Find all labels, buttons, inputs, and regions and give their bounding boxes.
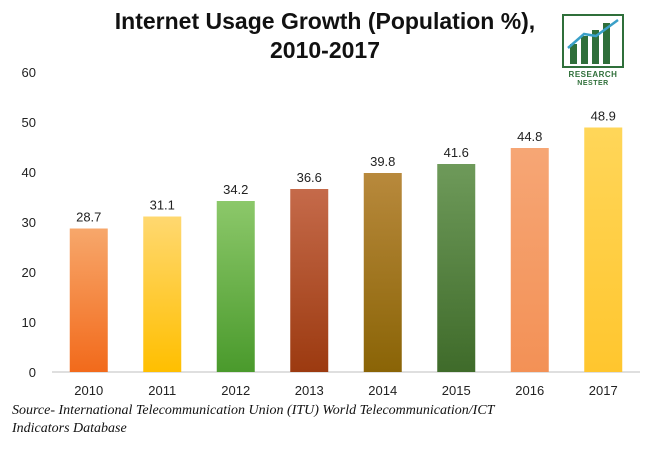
x-tick-label: 2015 [442,383,471,398]
chart-title-line2: 2010-2017 [270,37,380,63]
y-tick-label: 20 [22,265,36,280]
bar-2010 [69,228,108,372]
value-label: 44.8 [517,129,542,144]
chart-title: Internet Usage Growth (Population %), [114,8,536,34]
value-label: 31.1 [150,198,175,213]
logo-trend-line [567,18,619,49]
value-label: 41.6 [444,145,469,160]
x-tick-label: 2011 [148,383,176,398]
logo-text-research: RESEARCH [568,70,618,79]
y-tick-label: 50 [22,115,36,130]
x-tick-label: 2013 [295,383,324,398]
value-label: 28.7 [76,210,101,225]
bar-2011 [143,216,182,372]
value-label: 36.6 [297,170,322,185]
bar-2017 [584,127,623,372]
x-tick-label: 2016 [515,383,544,398]
x-tick-label: 2014 [368,383,397,398]
research-nester-logo [562,14,624,68]
logo-bar-2 [581,36,588,64]
source-line-1: Source- International Telecommunication … [12,403,495,418]
bar-2013 [290,189,329,372]
logo-bar-1 [570,44,577,64]
logo-bar-4 [603,23,610,64]
bar-2015 [437,164,476,372]
y-tick-label: 60 [22,65,36,80]
y-tick-label: 40 [22,165,36,180]
logo-text-nester: NESTER [577,80,609,87]
source-line-2: Indicators Database [12,421,127,436]
value-label: 48.9 [591,109,616,124]
x-tick-label: 2010 [74,383,103,398]
x-tick-label: 2017 [589,383,618,398]
logo-frame [562,14,624,68]
bar-2016 [510,148,549,372]
logo-bar-3 [592,30,599,64]
bar-2014 [363,173,402,372]
x-tick-label: 2012 [221,383,250,398]
value-label: 34.2 [223,182,248,197]
y-tick-label: 10 [22,315,36,330]
bar-2012 [216,201,255,372]
y-tick-label: 0 [29,365,36,380]
value-label: 39.8 [370,154,395,169]
y-tick-label: 30 [22,215,36,230]
